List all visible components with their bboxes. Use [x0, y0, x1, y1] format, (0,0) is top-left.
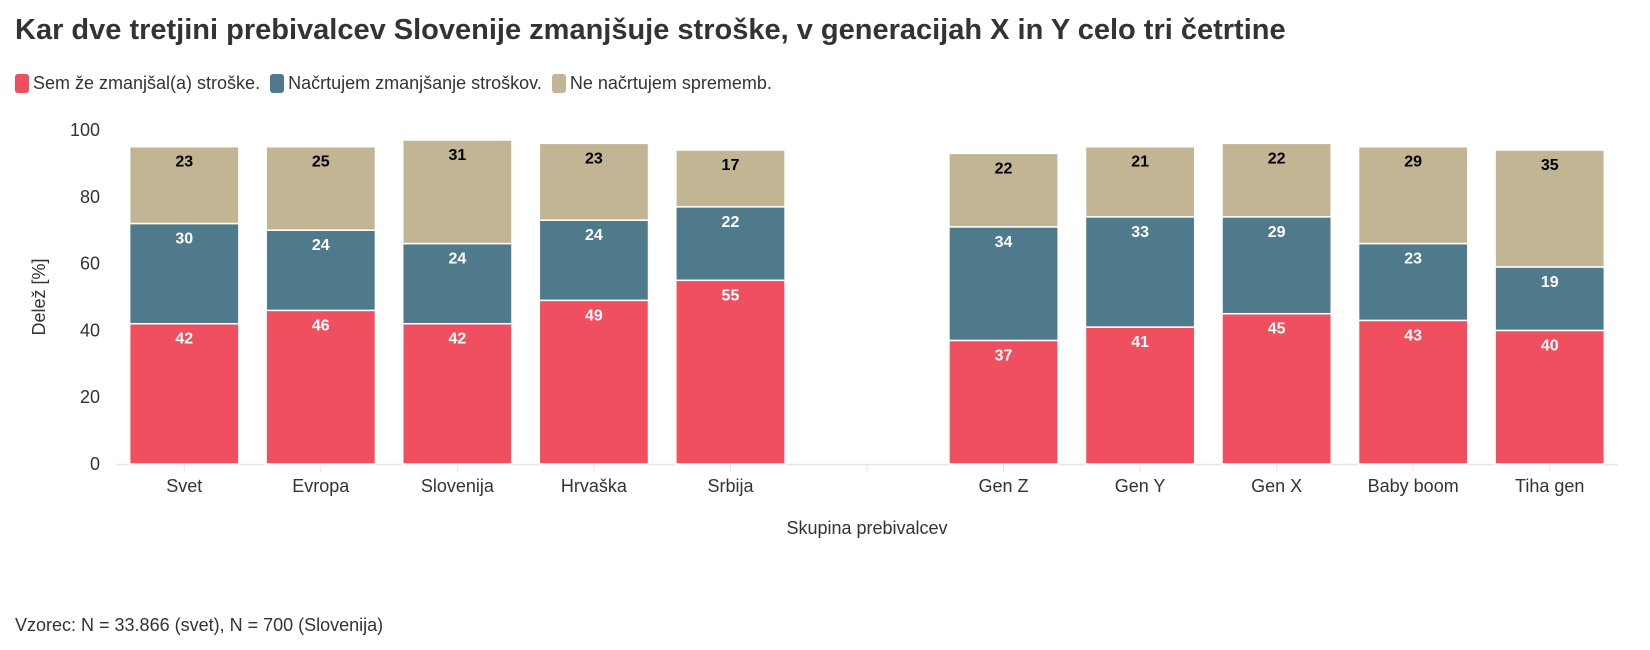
- x-axis-title: Skupina prebivalcev: [786, 518, 947, 538]
- legend-swatch-reduced: [15, 74, 29, 93]
- x-tick-label: Gen X: [1251, 476, 1302, 496]
- data-label: 19: [1541, 274, 1559, 291]
- data-label: 41: [1131, 334, 1149, 351]
- bar-segment: [538, 299, 650, 465]
- x-tick-label: Srbija: [707, 476, 754, 496]
- data-label: 23: [1404, 251, 1422, 268]
- data-label: 23: [175, 154, 193, 171]
- x-tick-label: Slovenija: [421, 476, 495, 496]
- data-label: 37: [995, 347, 1013, 364]
- bar-segment: [1221, 312, 1333, 465]
- y-tick-label: 20: [80, 387, 100, 407]
- bar-segment: [265, 309, 377, 465]
- bar-segment: [538, 142, 650, 221]
- legend-item-reduced: Sem že zmanjšal(a) stroške.: [15, 73, 260, 94]
- data-label: 23: [585, 150, 603, 167]
- y-tick-label: 100: [70, 120, 100, 140]
- data-label: 24: [585, 227, 603, 244]
- legend-swatch-planning: [270, 74, 285, 93]
- y-tick-label: 60: [80, 254, 100, 274]
- data-label: 35: [1541, 157, 1559, 174]
- y-tick-label: 80: [80, 187, 100, 207]
- bar-segment: [1357, 242, 1469, 322]
- data-label: 22: [1268, 150, 1286, 167]
- bar-segment: [128, 322, 240, 465]
- footnote: Vzorec: N = 33.866 (svet), N = 700 (Slov…: [15, 615, 384, 635]
- data-label: 43: [1404, 327, 1422, 344]
- chart-title: Kar dve tretjini prebivalcev Slovenije z…: [15, 14, 1286, 46]
- bar-segment: [948, 226, 1059, 342]
- data-label: 21: [1131, 154, 1149, 171]
- bar-segment: [128, 145, 240, 225]
- x-tick-label: Svet: [166, 476, 202, 496]
- legend-label-reduced: Sem že zmanjšal(a) stroške.: [33, 73, 261, 93]
- data-label: 31: [448, 147, 466, 164]
- bar-segment: [675, 206, 786, 282]
- legend-label-no-change: Ne načrtujem sprememb.: [569, 73, 772, 93]
- bar-segment: [538, 219, 650, 302]
- data-label: 49: [585, 307, 603, 324]
- data-label: 42: [448, 331, 466, 348]
- bar-segment: [401, 139, 513, 245]
- data-label: 24: [448, 251, 466, 268]
- bar-segment: [401, 242, 513, 325]
- data-label: 55: [722, 287, 740, 304]
- data-label: 25: [312, 154, 330, 171]
- data-label: 42: [175, 331, 193, 348]
- bar-segment: [1357, 145, 1469, 245]
- data-label: 24: [312, 237, 330, 254]
- data-label: 33: [1131, 224, 1149, 241]
- x-tick-label: Hrvaška: [561, 476, 628, 496]
- data-label: 29: [1404, 154, 1422, 171]
- x-tick-label: Tiha gen: [1515, 476, 1584, 496]
- data-label: 45: [1268, 321, 1286, 338]
- bar-segment: [1084, 216, 1196, 328]
- y-tick-label: 0: [90, 454, 100, 474]
- legend-item-planning: Načrtujem zmanjšanje stroškov.: [270, 73, 542, 94]
- data-label: 17: [722, 157, 740, 174]
- data-label: 34: [995, 234, 1013, 251]
- bar-segment: [948, 339, 1059, 465]
- data-label: 46: [312, 317, 330, 334]
- bar-segment: [948, 152, 1059, 228]
- y-tick-label: 40: [80, 320, 100, 340]
- bar-segment: [1494, 266, 1606, 332]
- legend-label-planning: Načrtujem zmanjšanje stroškov.: [288, 73, 542, 93]
- y-axis-title: Delež [%]: [29, 258, 49, 335]
- x-tick-label: Evropa: [292, 476, 350, 496]
- bar-segment: [1494, 329, 1606, 465]
- x-tick-label: Gen Y: [1115, 476, 1166, 496]
- bar-segment: [265, 145, 377, 231]
- data-label: 30: [175, 231, 193, 248]
- bar-segment: [1084, 145, 1196, 218]
- bar-segment: [1221, 142, 1333, 218]
- bar-segment: [675, 149, 786, 208]
- legend: Sem že zmanjšal(a) stroške. Načrtujem zm…: [15, 73, 782, 94]
- bar-segment: [675, 279, 786, 465]
- bar-segment: [265, 229, 377, 312]
- data-label: 40: [1541, 337, 1559, 354]
- data-label: 22: [995, 160, 1013, 177]
- legend-swatch-no-change: [551, 74, 566, 93]
- data-label: 29: [1268, 224, 1286, 241]
- legend-item-no-change: Ne načrtujem sprememb.: [551, 73, 772, 94]
- x-tick-label: Gen Z: [979, 476, 1029, 496]
- x-tick-label: Baby boom: [1368, 476, 1459, 496]
- bar-segment: [1494, 149, 1606, 268]
- bar-segment: [128, 222, 240, 325]
- data-label: 22: [722, 214, 740, 231]
- bar-segment: [1084, 326, 1196, 465]
